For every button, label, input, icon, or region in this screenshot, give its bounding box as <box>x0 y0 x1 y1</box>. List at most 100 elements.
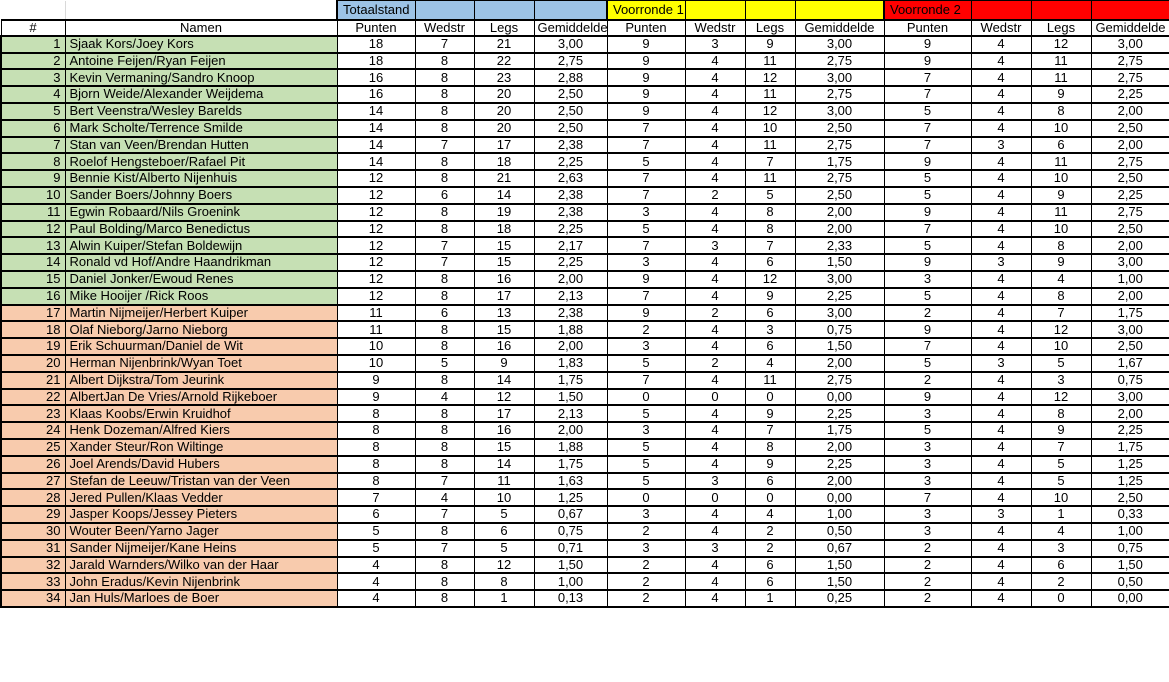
value-cell[interactable]: 3,00 <box>794 68 885 88</box>
value-cell[interactable]: 14 <box>473 455 535 474</box>
value-cell[interactable]: 7 <box>744 236 796 256</box>
value-cell[interactable]: 8 <box>414 68 475 88</box>
value-cell[interactable]: 4 <box>970 472 1032 491</box>
value-cell[interactable]: 1,83 <box>533 354 608 373</box>
value-cell[interactable]: 4 <box>970 404 1032 424</box>
value-cell[interactable]: 3 <box>883 522 972 541</box>
name-cell[interactable]: Henk Dozeman/Alfred Kiers <box>64 421 338 440</box>
value-cell[interactable]: 4 <box>684 505 746 524</box>
value-cell[interactable]: 7 <box>883 136 972 155</box>
value-cell[interactable]: 4 <box>684 203 746 222</box>
rank-cell[interactable]: 27 <box>0 472 66 491</box>
value-cell[interactable]: 11 <box>1030 52 1092 71</box>
name-cell[interactable]: Sjaak Kors/Joey Kors <box>64 35 338 54</box>
value-cell[interactable]: 6 <box>744 304 796 323</box>
value-cell[interactable]: 3 <box>684 539 746 558</box>
value-cell[interactable]: 2,75 <box>794 371 885 390</box>
value-cell[interactable]: 0,71 <box>533 539 608 558</box>
column-header-wedstr[interactable]: Wedstr <box>414 18 475 37</box>
value-cell[interactable]: 17 <box>473 404 535 424</box>
value-cell[interactable]: 4 <box>970 220 1032 239</box>
value-cell[interactable]: 3 <box>970 505 1032 524</box>
value-cell[interactable]: 1 <box>1030 505 1092 524</box>
name-cell[interactable]: Mark Scholte/Terrence Smilde <box>64 119 338 138</box>
value-cell[interactable]: 2,75 <box>794 85 885 104</box>
value-cell[interactable]: 3 <box>606 337 686 356</box>
value-cell[interactable]: 4 <box>970 388 1032 407</box>
rank-cell[interactable]: 3 <box>0 68 66 88</box>
value-cell[interactable]: 4 <box>970 52 1032 71</box>
value-cell[interactable]: 5 <box>883 186 972 205</box>
value-cell[interactable]: 0 <box>744 488 796 508</box>
value-cell[interactable]: 10 <box>1030 169 1092 188</box>
value-cell[interactable]: 3,00 <box>794 35 885 54</box>
value-cell[interactable]: 2,25 <box>794 404 885 424</box>
value-cell[interactable]: 1,00 <box>1090 522 1169 541</box>
value-cell[interactable]: 11 <box>744 371 796 390</box>
value-cell[interactable]: 2,25 <box>1090 421 1169 440</box>
rank-cell[interactable]: 4 <box>0 85 66 104</box>
value-cell[interactable]: 4 <box>970 119 1032 138</box>
name-cell[interactable]: Jarald Warnders/Wilko van der Haar <box>64 556 338 575</box>
column-header-gemiddelde[interactable]: Gemiddelde <box>533 18 608 37</box>
value-cell[interactable]: 1,88 <box>533 320 608 340</box>
value-cell[interactable]: 6 <box>744 556 796 575</box>
value-cell[interactable]: 8 <box>744 438 796 457</box>
value-cell[interactable]: 5 <box>883 287 972 306</box>
rank-cell[interactable]: 1 <box>0 35 66 54</box>
value-cell[interactable]: 4 <box>684 556 746 575</box>
group-header-blank[interactable] <box>744 0 795 20</box>
column-header-punten[interactable]: Punten <box>883 18 972 37</box>
value-cell[interactable]: 2,13 <box>533 404 608 424</box>
value-cell[interactable]: 8 <box>336 421 416 440</box>
value-cell[interactable]: 2,00 <box>1090 136 1169 155</box>
value-cell[interactable]: 4 <box>970 85 1032 104</box>
rank-cell[interactable]: 25 <box>0 438 66 457</box>
value-cell[interactable]: 2,00 <box>533 270 608 289</box>
value-cell[interactable]: 1 <box>473 589 535 608</box>
value-cell[interactable]: 4 <box>970 438 1032 457</box>
column-header-legs[interactable]: Legs <box>744 18 796 37</box>
value-cell[interactable]: 2,50 <box>1090 337 1169 356</box>
value-cell[interactable]: 18 <box>473 220 535 239</box>
value-cell[interactable]: 2,25 <box>1090 186 1169 205</box>
value-cell[interactable]: 5 <box>1030 472 1092 491</box>
value-cell[interactable]: 3 <box>684 236 746 256</box>
value-cell[interactable]: 9 <box>1030 253 1092 272</box>
value-cell[interactable]: 4 <box>970 589 1032 608</box>
rank-cell[interactable]: 2 <box>0 52 66 71</box>
group-header-blank[interactable] <box>473 0 534 20</box>
value-cell[interactable]: 4 <box>684 152 746 172</box>
corner-cell[interactable] <box>65 0 338 20</box>
value-cell[interactable]: 3 <box>744 320 796 340</box>
value-cell[interactable]: 4 <box>970 556 1032 575</box>
value-cell[interactable]: 3 <box>684 35 746 54</box>
value-cell[interactable]: 1,50 <box>794 337 885 356</box>
value-cell[interactable]: 16 <box>473 337 535 356</box>
value-cell[interactable]: 12 <box>336 270 416 289</box>
group-header-totaalstand[interactable]: Totaalstand <box>336 0 415 20</box>
value-cell[interactable]: 4 <box>970 35 1032 54</box>
rank-cell[interactable]: 11 <box>0 203 66 222</box>
rank-cell[interactable]: 30 <box>0 522 66 541</box>
value-cell[interactable]: 4 <box>970 488 1032 508</box>
value-cell[interactable]: 7 <box>414 472 475 491</box>
value-cell[interactable]: 4 <box>970 522 1032 541</box>
value-cell[interactable]: 1,00 <box>1090 270 1169 289</box>
value-cell[interactable]: 2,33 <box>794 236 885 256</box>
value-cell[interactable]: 11 <box>1030 68 1092 88</box>
value-cell[interactable]: 2,75 <box>794 169 885 188</box>
group-header-blank[interactable] <box>1090 0 1169 20</box>
value-cell[interactable]: 4 <box>970 371 1032 390</box>
value-cell[interactable]: 2,25 <box>794 287 885 306</box>
value-cell[interactable]: 4 <box>336 572 416 592</box>
rank-cell[interactable]: 15 <box>0 270 66 289</box>
value-cell[interactable]: 14 <box>473 371 535 390</box>
value-cell[interactable]: 4 <box>970 102 1032 121</box>
value-cell[interactable]: 1,50 <box>1090 556 1169 575</box>
value-cell[interactable]: 0,75 <box>1090 371 1169 390</box>
value-cell[interactable]: 4 <box>684 270 746 289</box>
rank-cell[interactable]: 18 <box>0 320 66 340</box>
value-cell[interactable]: 8 <box>414 85 475 104</box>
value-cell[interactable]: 1 <box>744 589 796 608</box>
